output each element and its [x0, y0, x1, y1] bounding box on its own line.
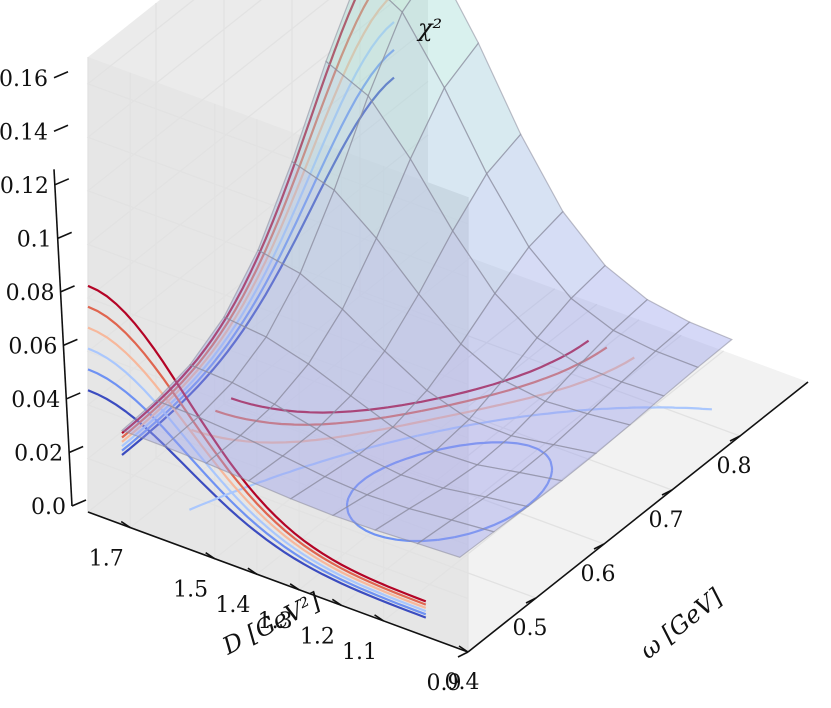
omega-tick-label: 0.5 — [513, 616, 548, 641]
d-tick — [247, 567, 258, 575]
gridline-chi2 — [86, 134, 469, 546]
gridline-chi2 — [86, 0, 469, 332]
wall-projection-d — [87, 305, 427, 606]
d-tick-label: 1.5 — [173, 578, 208, 603]
chi2-tick-label: 0.04 — [11, 388, 60, 413]
chi2-tick-label: 0.06 — [8, 334, 57, 359]
chi2-tick — [71, 499, 87, 507]
gridline-chi2 — [86, 187, 469, 600]
d-tick — [458, 645, 469, 653]
d-tick — [374, 614, 384, 622]
omega-axis-line — [467, 381, 809, 653]
chi2-tick — [53, 71, 69, 79]
gridline-chi2 — [86, 27, 469, 439]
chi2-tick-label: 0.0 — [31, 495, 66, 520]
omega-tick-label: 0.4 — [445, 670, 480, 695]
d-tick — [205, 552, 216, 560]
floor-contour — [230, 339, 590, 414]
back-left-pane — [88, 57, 468, 652]
gridline-chi2 — [86, 0, 469, 278]
surface-facet — [416, 519, 496, 558]
floor-contour — [345, 441, 554, 543]
chi2-tick — [63, 338, 78, 347]
wall-projection-d — [87, 284, 427, 603]
chi2-tick — [57, 231, 73, 240]
omega-tick-label: 0.8 — [717, 454, 752, 479]
x-axis-label: ω [GeV] — [634, 583, 728, 665]
omega-tick-label: 0.6 — [581, 562, 616, 587]
chi2-tick-label: 0.16 — [0, 67, 48, 92]
d-tick — [331, 598, 342, 606]
omega-tick — [729, 435, 741, 442]
chi2-tick-label: 0.1 — [17, 227, 52, 252]
axis-lines — [53, 169, 809, 653]
d-tick — [120, 520, 131, 529]
chi2-axis-line — [53, 169, 73, 507]
surface-mesh — [120, 0, 733, 558]
chi2-tick — [68, 445, 84, 454]
d-tick-label: 0.9 — [427, 671, 462, 696]
z-axis-label: χ² — [416, 14, 442, 42]
contour-projections — [87, 0, 712, 619]
wall-projection-omega — [121, 0, 357, 434]
d-tick-label: 1.7 — [89, 547, 124, 572]
d-axis-line — [87, 511, 469, 653]
chi2-tick-label: 0.12 — [0, 174, 49, 199]
omega-tick — [593, 543, 605, 550]
wall-projection-omega — [121, 0, 370, 439]
wall-projection-d — [87, 368, 427, 616]
omega-tick — [457, 651, 469, 658]
omega-tick-label: 0.7 — [649, 508, 684, 533]
chi2-tick — [53, 124, 69, 133]
chi2-tick-label: 0.08 — [6, 281, 55, 306]
chi2-tick-label: 0.14 — [0, 120, 48, 145]
gridline-chi2 — [86, 0, 469, 225]
d-tick-label: 1.3 — [258, 609, 293, 634]
gridline-chi2 — [86, 0, 469, 386]
tick-marks: 0.4 0.5 0.6 0.7 0.8 0.9 1.1 1.2 1.3 1.4 1.5 1.7 0.0 0… — [0, 67, 752, 696]
d-tick-label: 1.4 — [215, 593, 250, 618]
wall-projection-d — [87, 347, 427, 613]
chi2-tick — [60, 285, 75, 293]
floor-contour — [191, 356, 635, 444]
omega-tick — [661, 489, 673, 496]
d-tick-label: 1.1 — [342, 640, 377, 665]
omega-tick — [525, 597, 537, 604]
wall-projection-d — [87, 326, 427, 609]
wall-projection-omega — [121, 48, 395, 452]
surface-facet — [388, 0, 412, 14]
gridline-chi2 — [86, 80, 469, 493]
d-tick-label: 1.2 — [300, 624, 335, 649]
d-tick — [289, 583, 300, 591]
chi2-tick — [54, 178, 70, 186]
wall-projection-omega — [121, 21, 395, 448]
chi2-tick-label: 0.02 — [14, 441, 63, 466]
chi2-tick — [65, 392, 81, 400]
